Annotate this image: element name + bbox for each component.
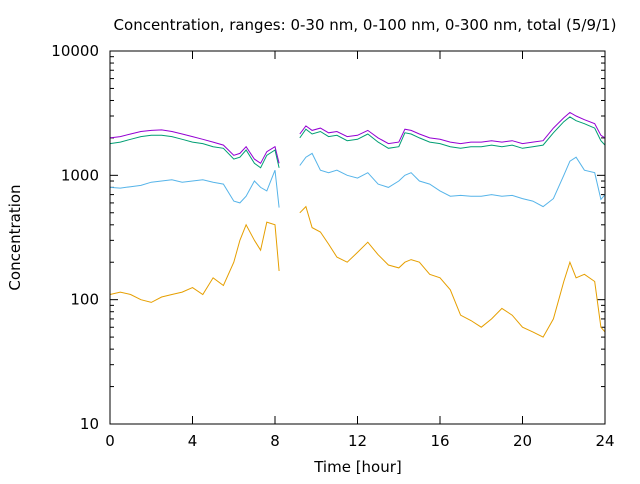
x-axis-label: Time [hour]	[313, 458, 402, 476]
y-tick-label: 10000	[51, 42, 99, 60]
series-line	[109, 134, 280, 169]
plot-frame	[109, 50, 606, 425]
y-axis-label: Concentration	[6, 184, 24, 290]
axis-ticks: 0 4 8 12 16 20 24 10 100 1000 10000	[51, 42, 614, 450]
x-tick-label: 12	[348, 432, 367, 450]
series-line	[109, 221, 280, 303]
series-line	[299, 111, 606, 145]
y-tick-label: 100	[70, 291, 99, 309]
x-tick-label: 16	[430, 432, 449, 450]
y-tick-label: 10	[80, 415, 99, 433]
series-line	[299, 116, 606, 149]
x-tick-label: 24	[595, 432, 614, 450]
series-line	[109, 170, 280, 208]
series-group	[109, 111, 606, 338]
x-tick-label: 4	[188, 432, 198, 450]
series-line	[109, 129, 280, 165]
chart-title: Concentration, ranges: 0-30 nm, 0-100 nm…	[114, 16, 617, 34]
x-tick-label: 0	[105, 432, 115, 450]
x-tick-label: 8	[270, 432, 280, 450]
series-line	[299, 205, 606, 338]
y-tick-label: 1000	[61, 166, 99, 184]
series-line	[299, 152, 606, 208]
x-tick-label: 20	[513, 432, 532, 450]
